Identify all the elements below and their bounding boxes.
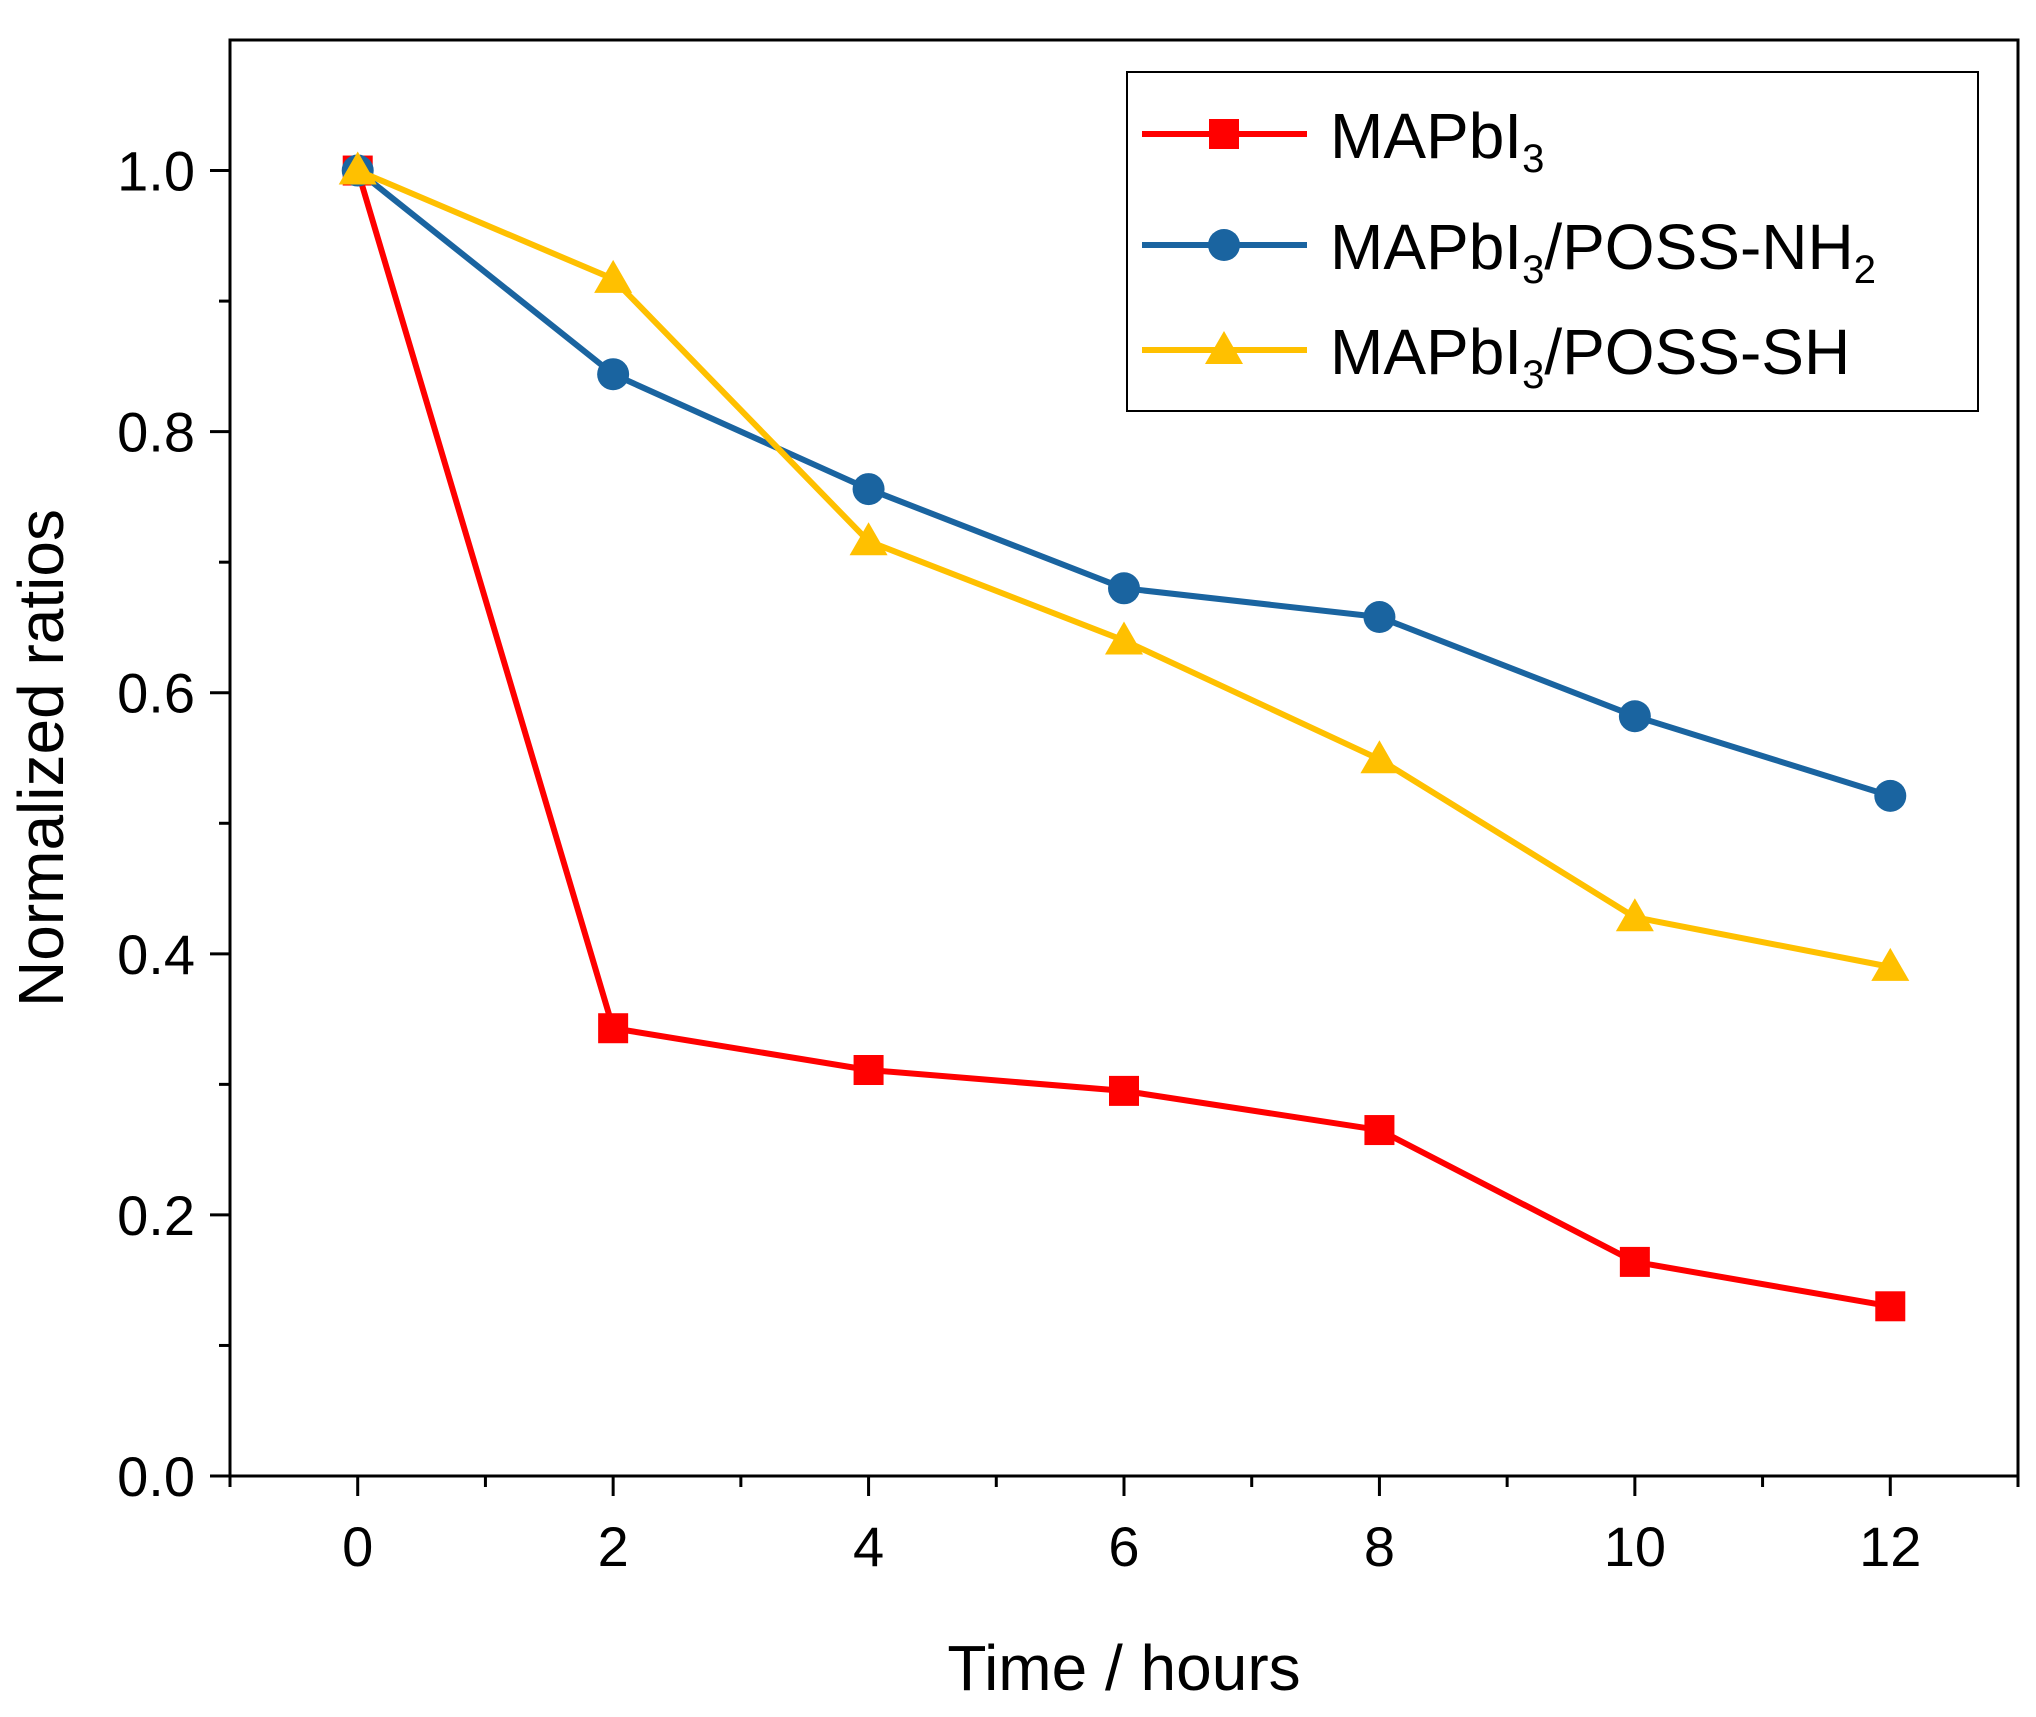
data-point <box>1109 1075 1139 1106</box>
series-group <box>338 151 1910 1322</box>
legend-box <box>1126 71 1979 412</box>
data-point <box>1618 700 1651 733</box>
axes: 0 2 4 6 8 10 12 0.0 0.2 0.4 0.6 0.8 1.0 <box>117 140 2020 1578</box>
y-tick-label: 0.6 <box>117 662 195 725</box>
data-point <box>1360 740 1399 774</box>
legend-entry-1: MAPbI3 <box>1142 100 1544 181</box>
y-tick-label: 1.0 <box>117 140 195 203</box>
legend-marker <box>1209 119 1239 149</box>
y-tick-label: 0.8 <box>117 401 195 464</box>
x-tick-label: 2 <box>598 1515 629 1578</box>
data-point <box>1364 1115 1395 1146</box>
data-point <box>594 259 633 293</box>
data-point <box>338 151 377 185</box>
legend-label: MAPbI3/POSS-NH2 <box>1330 211 1876 292</box>
legend-marker <box>1205 331 1243 364</box>
series-3 <box>338 151 1910 981</box>
data-point <box>1615 898 1654 932</box>
data-point <box>849 522 888 556</box>
x-tick-label: 6 <box>1108 1515 1139 1578</box>
x-tick-label: 10 <box>1604 1515 1666 1578</box>
series-2 <box>341 154 1907 812</box>
y-tick-label: 0.4 <box>117 923 195 986</box>
legend: MAPbI3 MAPbI3/POSS-NH2 MAPbI3/POSS-SH <box>1126 71 1979 412</box>
data-point <box>1363 601 1396 634</box>
x-tick-label: 0 <box>342 1515 373 1578</box>
data-point <box>852 473 885 506</box>
data-point <box>1108 572 1140 605</box>
x-tick-label: 8 <box>1364 1515 1395 1578</box>
y-tick-label: 0.2 <box>117 1184 195 1247</box>
data-point <box>597 358 630 391</box>
legend-marker <box>1208 229 1240 261</box>
x-tick-label: 4 <box>853 1515 884 1578</box>
legend-entry-3: MAPbI3/POSS-SH <box>1142 316 1850 397</box>
data-point <box>598 1013 629 1044</box>
data-point <box>1871 947 1910 981</box>
x-tick-label: 12 <box>1859 1515 1921 1578</box>
data-point <box>1874 779 1907 812</box>
y-axis-label: Normalized ratios <box>5 509 77 1007</box>
data-point <box>1619 1246 1650 1277</box>
legend-entry-2: MAPbI3/POSS-NH2 <box>1142 211 1876 292</box>
legend-label: MAPbI3/POSS-SH <box>1330 316 1850 397</box>
data-point <box>1875 1291 1906 1322</box>
legend-label: MAPbI3 <box>1330 100 1544 181</box>
data-point <box>1105 621 1143 655</box>
x-axis-label: Time / hours <box>947 1632 1300 1704</box>
y-tick-label: 0.0 <box>117 1445 195 1508</box>
data-point <box>853 1055 884 1086</box>
